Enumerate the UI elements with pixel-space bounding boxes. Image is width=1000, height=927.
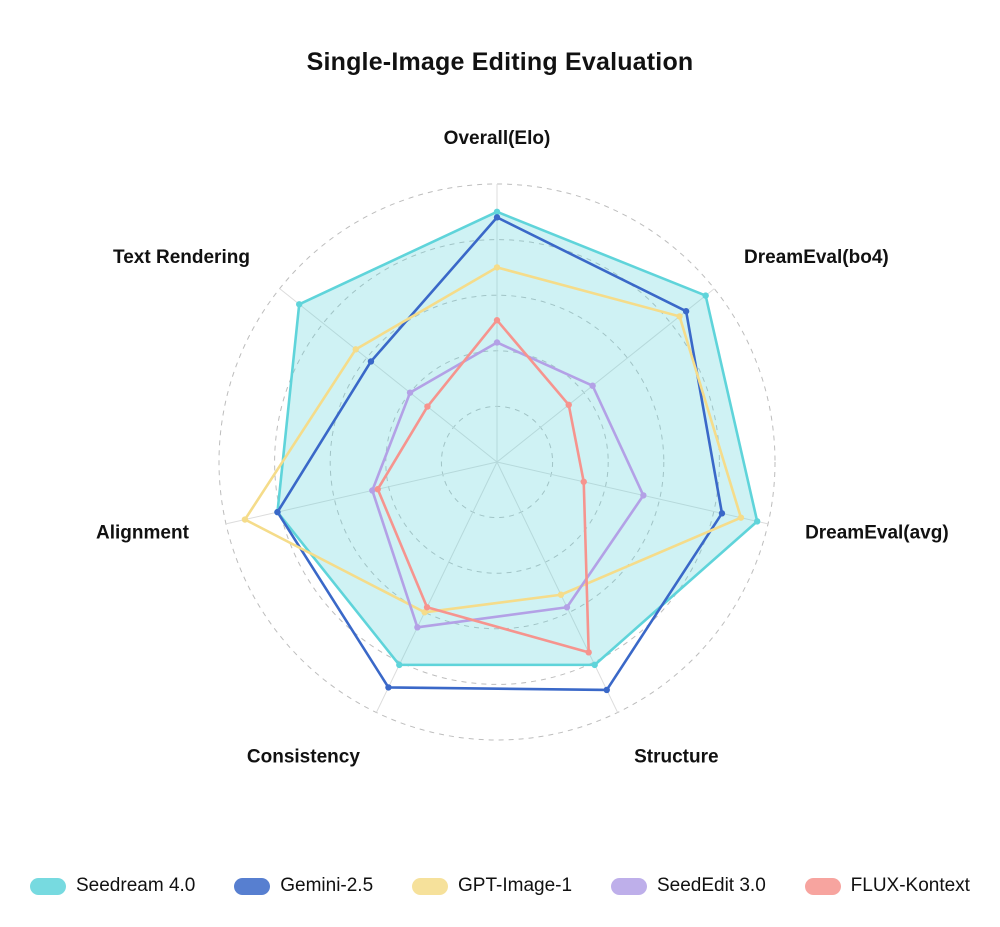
radar-series-marker [580,478,587,485]
radar-series-marker [423,604,431,611]
radar-axis-label: Consistency [247,747,360,768]
radar-axis-label: DreamEval(bo4) [744,247,889,268]
radar-series-marker [352,346,359,353]
radar-series-marker [493,339,501,346]
radar-axis-label: Alignment [96,522,190,543]
radar-series-polygon [276,210,759,667]
radar-grid-ring [274,239,720,685]
radar-series-marker [367,358,375,365]
radar-series-marker [563,604,571,611]
radar-series-marker [493,264,501,271]
radar-series-marker [493,214,501,221]
radar-axis-line [375,461,498,713]
radar-axis-line [225,461,498,525]
radar-series-marker [385,684,392,691]
radar-series-marker [640,492,647,499]
legend-label: FLUX-Kontext [850,875,970,896]
radar-series-marker [274,508,281,516]
radar-series-marker [493,208,501,215]
legend-label: GPT-Image-1 [458,875,573,896]
legend-item: SeedEdit 3.0 [610,875,766,897]
legend-swatch [30,877,66,895]
radar-series-marker [718,510,726,517]
radar-axis-line [279,288,498,463]
radar-series-marker [414,624,421,631]
radar-series-marker [676,313,683,320]
radar-series-marker [565,401,572,409]
radar-series-marker [589,382,596,389]
legend-item: GPT-Image-1 [412,875,572,897]
radar-series-marker [424,403,431,410]
radar-series-marker [591,661,598,669]
radar-series-marker [396,661,403,669]
radar-axis-label: Structure [634,747,718,768]
radar-chart: Overall(Elo) DreamEval(bo4) DreamEval(avg)… [96,128,949,768]
radar-series-polygon [276,216,724,692]
radar-series-marker [374,486,381,493]
legend-swatch [610,877,647,895]
radar-series-marker [557,591,565,598]
legend-swatch [412,877,449,895]
radar-series-marker [241,516,249,523]
chart-legend: Seedream 4.0 Gemini-2.5 GPT-Image-1 SeedEdi… [0,866,1000,906]
radar-series-polygon [376,318,590,654]
legend-item: Gemini-2.5 [234,875,373,897]
legend-label: Gemini-2.5 [280,875,374,896]
radar-series-marker [296,301,303,308]
radar-series-marker [603,686,610,694]
radar-grid-ring [218,183,776,741]
radar-axis-label: Text Rendering [113,247,250,268]
radar-series-marker [493,317,501,324]
legend-label: SeedEdit 3.0 [656,875,766,896]
radar-series-marker [421,609,428,616]
radar-series-polygon [243,266,743,614]
radar-axis-label: Overall(Elo) [444,128,551,149]
radar-axis-line [496,461,619,713]
radar-series-marker [406,389,414,396]
radar-series-marker [585,649,592,656]
radar-grid-ring [329,294,665,630]
radar-series-marker [682,308,690,315]
legend-swatch [804,877,841,895]
legend-item: FLUX-Kontext [804,875,970,897]
legend-swatch [234,877,271,895]
chart-title: Single-Image Editing Evaluation [306,48,694,76]
radar-series-marker [702,292,709,299]
legend-item: Seedream 4.0 [30,875,195,897]
radar-axis-label: DreamEval(avg) [805,522,949,543]
legend-label: Seedream 4.0 [76,875,196,896]
radar-series-marker [369,487,376,494]
radar-series-marker [737,514,745,521]
radar-series-marker [753,518,761,525]
radar-series-polygon [371,341,645,629]
